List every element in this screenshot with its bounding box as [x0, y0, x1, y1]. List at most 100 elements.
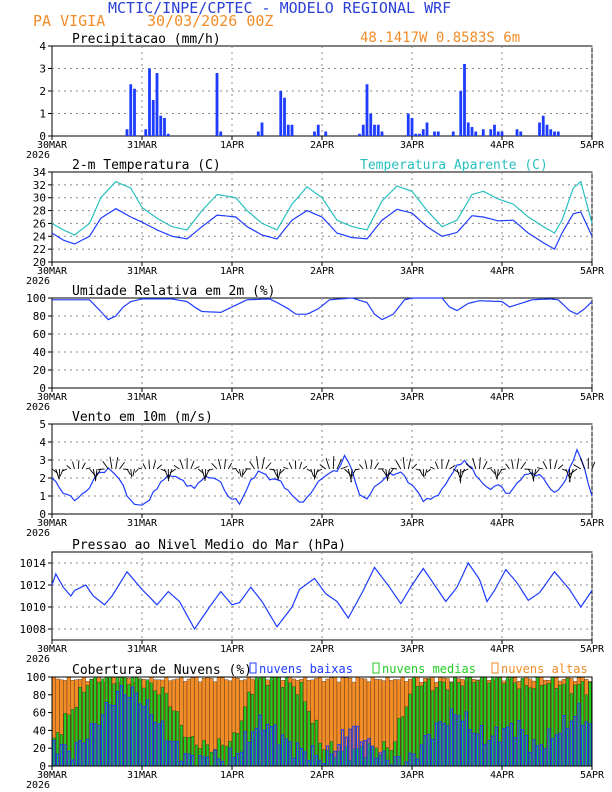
wind-vector: [549, 458, 552, 470]
cloud-bar-mid: [194, 744, 198, 767]
y-tick-label: 28: [33, 205, 46, 218]
x-tick-label: 2APR: [310, 518, 335, 529]
station-name: PA VIGIA: [33, 12, 106, 30]
wind-vector: [516, 458, 520, 470]
precip-bar: [474, 131, 478, 136]
wind-vector: [126, 468, 131, 476]
precip-bar: [163, 118, 166, 136]
y-tick-label: 0: [39, 382, 46, 395]
wind-vector: [95, 468, 102, 478]
x-tick-label: 31MAR: [127, 518, 158, 529]
x-tick-label: 5APR: [580, 770, 605, 781]
wind-vector: [568, 468, 578, 476]
wind-vector: [261, 457, 265, 470]
precip-bar: [286, 124, 290, 136]
station-coordinates: 48.1417W 0.8583S 6m: [360, 30, 521, 46]
cloud-bar-mid: [404, 706, 408, 767]
wind-vector: [152, 460, 156, 470]
x-tick-label: 2APR: [310, 644, 335, 655]
x-tick-label: 3APR: [400, 644, 425, 655]
precip-bar: [466, 122, 470, 136]
x-tick-label: 1APR: [220, 644, 245, 655]
precip-bar: [481, 129, 485, 136]
cloud-bar-mid: [179, 725, 183, 767]
wind-vector: [227, 462, 233, 470]
y-tick-label: 40: [33, 346, 46, 359]
x-tick-label: 3APR: [400, 392, 425, 403]
wind-vector: [422, 468, 425, 478]
precip-bar: [406, 113, 410, 136]
precip-bar: [219, 131, 223, 136]
wind-vector: [336, 459, 342, 470]
y-tick-label: 1: [39, 490, 46, 503]
wind-vector: [276, 468, 279, 481]
wind-vector: [387, 468, 394, 477]
precip-bar: [553, 131, 556, 136]
x-year-label: 2026: [26, 150, 50, 161]
x-tick-label: 2APR: [310, 770, 335, 781]
x-tick-label: 5APR: [580, 644, 605, 655]
y-tick-label: 80: [33, 689, 46, 702]
panel-3-title: Umidade Relativa em 2m (%): [72, 284, 276, 299]
x-tick-label: 30MAR: [37, 140, 68, 151]
wind-vector: [201, 468, 206, 480]
legend-low-clouds-swatch: [249, 662, 257, 674]
precip-bar: [279, 91, 283, 136]
precip-bar: [316, 124, 320, 136]
precip-bar: [418, 133, 421, 136]
precip-bar: [290, 124, 294, 136]
precip-bar: [425, 122, 429, 136]
precip-bar: [129, 84, 133, 136]
precip-bar: [451, 131, 455, 136]
wind-vector: [272, 468, 278, 478]
precip-bar: [148, 68, 151, 136]
precip-bar: [500, 131, 504, 136]
y-tick-label: 30: [33, 192, 46, 205]
x-tick-label: 30MAR: [37, 266, 68, 277]
wind-vector: [340, 465, 348, 470]
cloud-bar-mid: [71, 709, 75, 767]
wind-vector: [385, 468, 388, 481]
wind-vector: [85, 467, 91, 470]
chart-title: MCTIC/INPE/CPTEC - MODELO REGIONAL WRF: [108, 0, 452, 17]
wind-vector: [89, 468, 95, 475]
wind-vector: [527, 468, 534, 478]
wind-vector: [279, 468, 285, 474]
precip-bar: [365, 84, 369, 136]
wind-vector: [115, 457, 119, 470]
y-tick-label: 24: [33, 230, 47, 243]
x-tick-label: 31MAR: [127, 266, 158, 277]
y-tick-label: 0: [39, 130, 46, 143]
y-tick-label: 3: [39, 63, 46, 76]
wind-vector: [344, 468, 352, 477]
cloud-bar-mid: [209, 751, 213, 767]
x-tick-label: 1APR: [220, 518, 245, 529]
x-tick-label: 2APR: [310, 140, 335, 151]
wind-vector: [332, 456, 335, 470]
cloud-bar-mid: [412, 676, 416, 767]
series-line-temperatura: [51, 207, 593, 250]
wind-vector: [204, 468, 207, 481]
legend-mid-clouds: nuvens medias: [382, 662, 476, 676]
y-tick-label: 32: [33, 179, 46, 192]
precip-bar: [358, 133, 361, 136]
y-tick-label: 0: [39, 508, 46, 521]
wind-vector: [148, 460, 150, 470]
wind-vector: [520, 461, 527, 470]
wind-vector: [370, 459, 373, 470]
wind-vector: [190, 460, 195, 470]
wind-vector: [319, 464, 327, 470]
wind-vector: [168, 468, 173, 480]
wind-vector: [242, 468, 248, 476]
precip-bar: [489, 129, 493, 136]
panel-6-title: Cobertura de Nuvens (%): [72, 663, 252, 678]
wind-vector: [288, 462, 293, 470]
wind-vector: [235, 468, 240, 474]
wind-vector: [231, 467, 237, 470]
precip-bar: [433, 131, 436, 136]
wind-vector: [310, 468, 315, 477]
wind-vector: [207, 468, 214, 472]
precip-bar: [545, 124, 549, 136]
wind-vector: [119, 462, 125, 470]
wind-vector: [62, 468, 68, 472]
